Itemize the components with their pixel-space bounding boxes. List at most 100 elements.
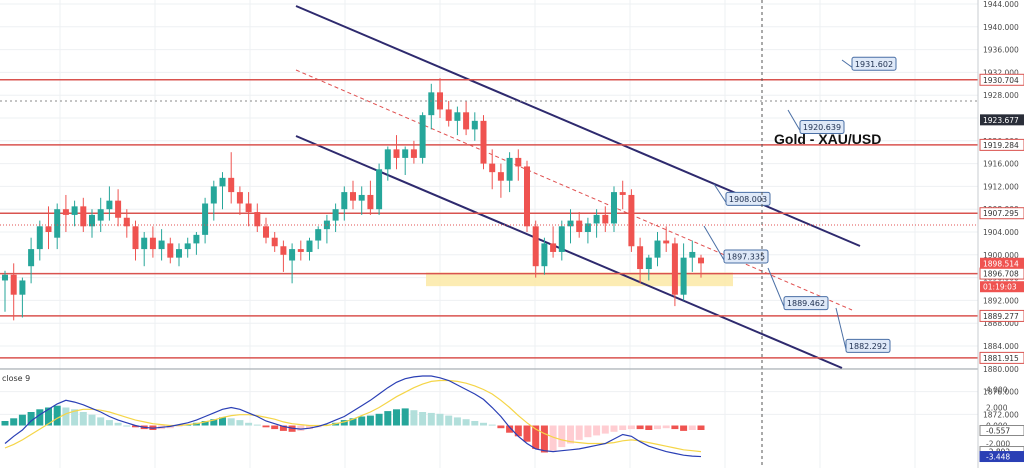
price-tick-label: 1904.000 [983,228,1019,237]
level-badge-label: 1907.295 [983,209,1019,218]
candle-body [663,241,669,244]
candle-body [533,226,539,266]
histogram-bar [619,426,626,431]
price-tick-label: 1936.000 [983,46,1019,55]
candle-body [80,206,86,226]
candle-body [46,226,52,232]
candle-body [498,172,504,181]
candle-body [446,109,452,120]
histogram-bar [654,426,661,430]
indicator-label: close 9 [2,374,30,383]
candle-body [98,209,104,220]
price-callouts: 1931.602 1920.639 1908.003 1897.335 1889.462… [704,57,896,352]
candle-body [472,121,478,130]
candle-body [167,243,173,257]
candle-body [655,241,661,258]
callout-label: 1889.462 [787,299,825,308]
candle-body [19,280,25,294]
histogram-bar [10,418,17,425]
histogram-bar [2,421,9,426]
macd-indicator-panel [2,376,705,457]
price-tick-label: 1940.000 [983,23,1019,32]
channel-upper-line [296,6,860,246]
histogram-bar [54,406,61,426]
histogram-bar [584,426,591,438]
candle-body [237,192,243,203]
histogram-bar [471,421,478,426]
histogram-bar [637,426,644,430]
histogram-bar [123,426,130,427]
candle-body [637,246,643,269]
price-tick-label: 1928.000 [983,91,1019,100]
candle-body [689,252,695,258]
candle-body [428,92,434,115]
candle-body [507,158,513,181]
candle-body [11,275,17,295]
candle-body [594,215,600,224]
candle-body [541,243,547,266]
level-badge-label: 1889.277 [983,312,1019,321]
candle-body [106,201,112,210]
histogram-bar [698,426,705,431]
histogram-bar [593,426,600,436]
candle-body [159,241,165,250]
chart-title: Gold - XAU/USD [774,131,881,147]
indicator-badge-label: -3.448 [986,453,1010,462]
histogram-bar [680,426,687,431]
histogram-bar [689,426,696,431]
candle-body [289,249,295,260]
histogram-bar [611,426,618,432]
callout-pointer [842,60,852,67]
candle-body [176,249,182,258]
candle-body [463,112,469,129]
histogram-bar [271,426,278,430]
histogram-bar [489,425,496,426]
histogram-bar [454,417,461,425]
axis-badge-label: 1923.677 [983,116,1019,125]
histogram-bar [358,417,365,426]
histogram-bar [480,423,487,426]
price-axis[interactable]: 1944.000 1940.000 1936.000 1932.000 1928.000… [978,0,1024,468]
candle-body [37,226,43,249]
histogram-bar [524,426,531,442]
price-tick-label: 1916.000 [983,160,1019,169]
histogram-bar [254,425,261,426]
candle-body [72,206,78,215]
candle-body [315,229,321,240]
histogram-bar [97,417,104,425]
histogram-bar [245,423,252,426]
candle-body [367,195,373,209]
histogram-bar [376,414,383,426]
candle-body [341,192,347,209]
candle-body [628,195,634,246]
histogram-bar [645,426,652,431]
callout-label: 1897.335 [727,252,765,261]
candle-body [133,226,139,249]
candle-body [272,238,278,247]
support-zone [426,272,733,286]
histogram-bar [236,420,243,425]
histogram-bar [402,408,409,425]
candle-body [611,192,617,223]
candle-body [298,249,304,252]
candle-body [28,249,34,266]
candle-body [246,204,252,213]
histogram-bar [115,423,122,426]
histogram-bar [36,409,43,425]
histogram-bar [263,426,270,428]
histogram-bar [541,426,548,453]
level-badge-label: 1930.704 [983,76,1019,85]
histogram-bar [671,426,678,430]
candle-body [524,166,530,226]
candle-body [228,178,234,192]
indicator-badge-label: -0.557 [986,427,1010,436]
candle-body [54,209,60,238]
candle-body [150,238,156,249]
histogram-bar [428,413,435,426]
histogram-bar [515,426,522,437]
histogram-bar [445,416,452,426]
candle-body [254,212,260,226]
candle-body [602,215,608,224]
candle-body [220,178,226,187]
